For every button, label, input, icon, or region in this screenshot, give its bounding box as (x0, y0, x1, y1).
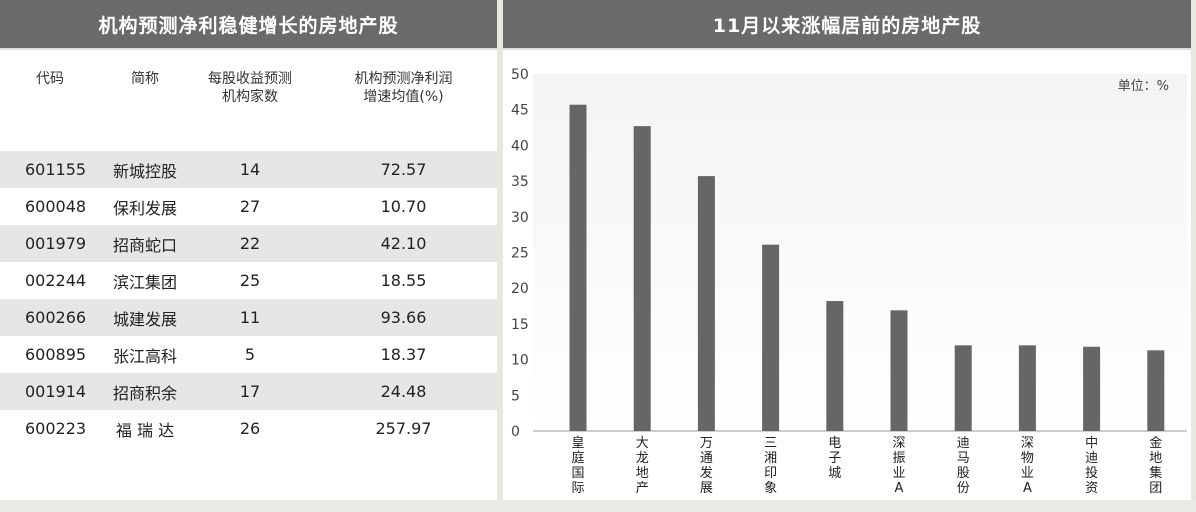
chart-title: 11月以来涨幅居前的房地产股 (503, 0, 1191, 50)
cell-growth: 18.37 (380, 345, 427, 364)
table-row: 001979 招商蛇口 22 42.10 (0, 225, 497, 262)
cell-growth: 10.70 (380, 197, 427, 216)
table-row: 601155 新城控股 14 72.57 (0, 151, 497, 188)
cell-name: 保利发展 (112, 198, 177, 218)
cell-growth: 257.97 (375, 419, 432, 438)
footer-strip (0, 500, 1196, 512)
header-count: 每股收益预测 机构家数 (208, 71, 292, 105)
cell-growth: 93.66 (310, 299, 497, 336)
x-tick-label: 电子城 (828, 436, 841, 481)
cell-code: 601155 (0, 151, 100, 188)
x-tick-label: 中迪投资 (1085, 436, 1098, 496)
cell-code: 600223 (25, 419, 87, 438)
stock-forecast-table: 代码 简称 每股收益预测 机构家数 机构预测净利润 增速均值(%) 601155 新城… (0, 50, 497, 447)
x-tick-label: 三湘印象 (764, 436, 777, 496)
y-tick-label: 35 (511, 174, 529, 190)
cell-code: 600266 (0, 299, 100, 336)
bar (762, 244, 780, 431)
y-tick-label: 25 (511, 246, 529, 262)
left-table-title: 机构预测净利稳健增长的房地产股 (0, 0, 497, 50)
table-row: 001914 招商积余 17 24.48 (0, 373, 497, 410)
y-tick-label: 50 (511, 67, 529, 83)
bar (633, 126, 651, 431)
y-tick-label: 10 (511, 353, 529, 369)
table-row: 600266 城建发展 11 93.66 (0, 299, 497, 336)
cell-growth: 18.55 (380, 271, 427, 290)
bar-chart: 0 5 10 15 20 25 30 35 40 45 50 皇庭国际 大龙地产 万通发展 三湘印象 电子城 深… (511, 67, 1187, 496)
cell-count: 22 (190, 225, 310, 262)
bar (569, 104, 587, 431)
header-name: 简称 (131, 71, 159, 87)
x-tick-label: 大龙地产 (636, 436, 649, 496)
y-tick-label: 5 (511, 388, 520, 404)
cell-count: 27 (239, 197, 261, 216)
right-chart-panel: 11月以来涨幅居前的房地产股 0 5 10 15 20 25 30 35 40 45 50 皇庭国际 大… (503, 0, 1191, 500)
y-tick-label: 0 (511, 424, 520, 440)
cell-count: 14 (190, 151, 310, 188)
cell-name: 新城控股 (100, 151, 190, 188)
left-table-panel: 机构预测净利稳健增长的房地产股 代码 简称 每股收益预测 机构家数 机构预测净利润… (0, 0, 497, 500)
cell-name: 滨江集团 (112, 272, 177, 292)
x-tick-label: 迪马股份 (957, 436, 970, 496)
cell-name: 城建发展 (100, 299, 190, 336)
y-tick-label: 40 (511, 138, 529, 154)
cell-count: 17 (190, 373, 310, 410)
cell-count: 26 (239, 419, 261, 438)
cell-code: 001979 (0, 225, 100, 262)
x-tick-label: 深振业 A (892, 436, 905, 496)
cell-name: 张江高科 (112, 346, 177, 366)
cell-count: 11 (190, 299, 310, 336)
x-tick-label: 深物业 A (1021, 436, 1034, 496)
cell-code: 600048 (25, 197, 87, 216)
cell-code: 002244 (25, 271, 87, 290)
header-growth: 机构预测净利润 增速均值(%) (354, 71, 453, 105)
cell-name: 福 瑞 达 (115, 420, 175, 440)
cell-code: 600895 (25, 345, 87, 364)
bar (697, 176, 715, 431)
header-code: 代码 (36, 71, 64, 87)
y-tick-label: 20 (511, 281, 529, 297)
cell-name: 招商积余 (100, 373, 190, 410)
y-tick-label: 45 (511, 103, 529, 119)
cell-growth: 42.10 (310, 225, 497, 262)
y-tick-label: 30 (511, 210, 529, 226)
cell-growth: 24.48 (310, 373, 497, 410)
unit-label: 单位：% (1117, 79, 1169, 94)
bar (1147, 350, 1165, 431)
table-row: 600895 张江高科 5 18.37 (0, 336, 497, 373)
cell-count: 25 (239, 271, 261, 290)
table-header-row: 代码 简称 每股收益预测 机构家数 机构预测净利润 增速均值(%) (0, 50, 497, 151)
bar (954, 345, 972, 431)
cell-name: 招商蛇口 (100, 225, 190, 262)
table-row: 600223 福 瑞 达 26 257.97 (0, 410, 497, 447)
y-tick-label: 15 (511, 317, 529, 333)
bar (1018, 345, 1036, 431)
cell-growth: 72.57 (310, 151, 497, 188)
x-tick-label: 金地集团 (1149, 435, 1162, 496)
bar (826, 301, 844, 431)
cell-count: 5 (244, 345, 256, 364)
x-tick-label: 万通发展 (700, 436, 713, 496)
table-row: 002244 滨江集团 25 18.55 (0, 262, 497, 299)
table-row: 600048 保利发展 27 10.70 (0, 188, 497, 225)
cell-code: 001914 (0, 373, 100, 410)
bar (1083, 346, 1101, 431)
x-tick-label: 皇庭国际 (571, 436, 584, 496)
bar (890, 310, 908, 431)
